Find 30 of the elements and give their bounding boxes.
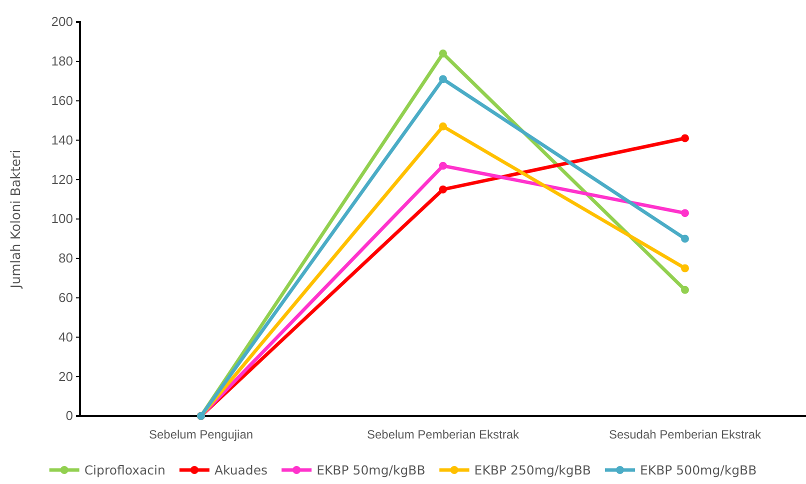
y-tick-label: 180 <box>51 54 73 69</box>
point <box>439 75 447 84</box>
y-tick-label: 120 <box>51 172 73 187</box>
point <box>439 162 447 170</box>
y-tick-label: 140 <box>51 132 73 148</box>
y-tick-label: 20 <box>58 368 73 384</box>
y-tick-label: 80 <box>58 250 73 266</box>
point <box>439 185 447 194</box>
point <box>439 122 447 130</box>
legend-label: EKBP 250mg/kgBB <box>474 462 591 478</box>
legend-label: EKBP 50mg/kgBB <box>316 462 426 478</box>
legend-label: Akuades <box>214 462 268 478</box>
point <box>681 234 689 243</box>
legend-label: EKBP 500mg/kgBB <box>640 462 757 478</box>
legend-label: Ciprofloxacin <box>84 462 166 478</box>
y-tick-label: 200 <box>51 14 73 30</box>
x-tick-label: Sebelum Pemberian Ekstrak <box>366 428 520 442</box>
x-tick-label: Sebelum Pengujian <box>148 428 254 442</box>
y-tick-label: 0 <box>66 408 73 424</box>
x-tick-label: Sesudah Pemberian Ekstrak <box>608 428 762 442</box>
point <box>681 286 689 294</box>
y-tick-label: 60 <box>58 290 73 305</box>
point <box>439 50 447 58</box>
point <box>681 209 689 218</box>
y-tick-label: 40 <box>58 329 73 344</box>
y-tick-label: 160 <box>51 92 73 108</box>
y-tick-label: 100 <box>51 211 73 226</box>
point <box>681 134 689 142</box>
y-axis-title: Jumlah Koloni Bakteri <box>9 150 24 290</box>
point <box>681 264 689 272</box>
